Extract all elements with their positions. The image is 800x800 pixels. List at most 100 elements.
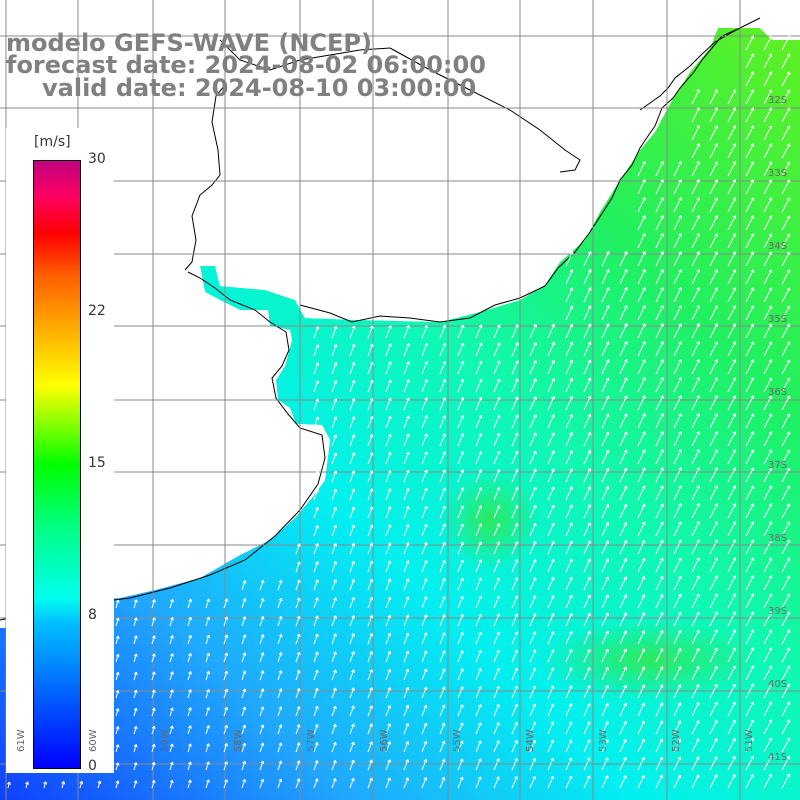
wind-arrow-head — [424, 451, 428, 455]
wind-arrow-head — [732, 341, 736, 344]
wind-arrow-head — [333, 615, 337, 618]
wind-arrow-head — [224, 634, 228, 638]
wind-arrow — [709, 449, 718, 465]
wind-arrow-head — [696, 467, 700, 470]
wind-arrow-head — [768, 233, 772, 236]
wind-arrow — [583, 667, 591, 681]
wind-arrow — [439, 777, 445, 789]
wind-arrow-head — [460, 650, 464, 653]
wind-arrow-head — [768, 701, 772, 704]
wind-arrow — [673, 774, 681, 789]
wind-arrow — [601, 594, 609, 609]
wind-arrow-head — [514, 541, 518, 544]
wind-arrow-head — [660, 233, 664, 236]
wind-arrow-head — [714, 449, 718, 452]
wind-arrow — [763, 701, 772, 717]
wind-arrow-head — [623, 503, 627, 507]
wind-arrow — [439, 722, 445, 735]
wind-arrow-head — [514, 758, 518, 761]
wind-arrow-head — [678, 485, 682, 488]
wind-arrow — [511, 722, 518, 735]
wind-arrow — [439, 759, 445, 771]
wind-arrow — [421, 704, 427, 717]
wind-arrow-head — [623, 702, 627, 706]
wind-arrow-head — [623, 594, 627, 597]
wind-arrow-head — [423, 668, 427, 672]
wind-arrow-head — [605, 757, 609, 760]
wind-arrow-head — [242, 760, 246, 764]
wind-arrow-head — [750, 485, 754, 488]
wind-arrow-head — [696, 125, 700, 128]
wind-arrow — [439, 523, 446, 537]
wind-arrow-head — [551, 432, 555, 435]
wind-arrow — [457, 758, 464, 771]
wind-arrow — [619, 287, 628, 303]
wind-arrow — [259, 742, 264, 753]
wind-arrow-head — [333, 651, 337, 655]
wind-arrow — [619, 612, 627, 627]
wind-arrow — [529, 740, 536, 753]
wind-arrow-head — [188, 725, 191, 729]
wind-arrow-head — [333, 325, 337, 329]
wind-arrow — [601, 522, 609, 537]
wind-arrow-head — [387, 578, 391, 582]
wind-arrow — [727, 431, 736, 447]
wind-arrow-head — [714, 647, 718, 651]
wind-arrow-head — [678, 323, 682, 326]
wind-arrow — [709, 774, 718, 789]
wind-arrow — [691, 756, 700, 771]
wind-arrow — [745, 701, 754, 717]
wind-arrow — [511, 559, 518, 573]
wind-arrow-head — [296, 633, 300, 637]
wind-arrow-head — [732, 719, 736, 723]
wind-arrow-head — [587, 413, 591, 417]
wind-arrow-head — [514, 559, 518, 562]
wind-arrow — [619, 630, 627, 645]
wind-arrow-head — [369, 632, 373, 636]
wind-arrow-head — [587, 486, 591, 489]
wind-arrow-head — [460, 360, 464, 364]
wind-arrow-head — [714, 665, 718, 669]
wind-arrow-head — [550, 703, 554, 707]
wind-arrow — [727, 341, 736, 357]
wind-arrow — [439, 451, 446, 465]
wind-arrow — [151, 653, 155, 663]
wind-arrow — [763, 35, 772, 51]
wind-arrow-head — [768, 71, 772, 74]
wind-arrow — [187, 689, 192, 699]
wind-arrow — [673, 575, 682, 591]
wind-arrow-head — [460, 668, 464, 671]
wind-arrow-head — [659, 756, 663, 760]
wind-arrow — [511, 631, 518, 645]
wind-arrow — [565, 468, 573, 483]
wind-arrow-head — [405, 487, 409, 491]
wind-arrow — [511, 414, 519, 429]
wind-arrow-head — [587, 395, 591, 399]
wind-arrow — [7, 781, 11, 789]
wind-arrow-head — [97, 780, 101, 784]
wind-arrow-head — [768, 557, 772, 560]
wind-arrow — [421, 451, 428, 465]
wind-arrow-head — [369, 361, 373, 365]
wind-arrow — [763, 287, 772, 303]
wind-arrow — [673, 215, 682, 231]
wind-arrow — [745, 449, 754, 465]
wind-arrow — [457, 324, 464, 339]
wind-arrow-head — [605, 341, 609, 344]
wind-arrow-head — [624, 251, 628, 254]
wind-arrow — [349, 597, 355, 609]
wind-arrow-head — [642, 233, 646, 236]
wind-arrow — [727, 89, 736, 105]
wind-arrow — [439, 487, 446, 501]
wind-arrow — [511, 649, 518, 663]
wind-arrow — [637, 775, 645, 789]
wind-arrow-head — [151, 761, 155, 765]
wind-arrow — [655, 738, 663, 753]
wind-arrow-head — [296, 597, 300, 601]
wind-arrow — [349, 669, 355, 681]
wind-arrow-head — [514, 577, 518, 580]
wind-arrow-head — [369, 415, 373, 419]
wind-arrow — [403, 596, 409, 609]
wind-arrow — [385, 669, 391, 681]
wind-arrow — [421, 560, 428, 573]
